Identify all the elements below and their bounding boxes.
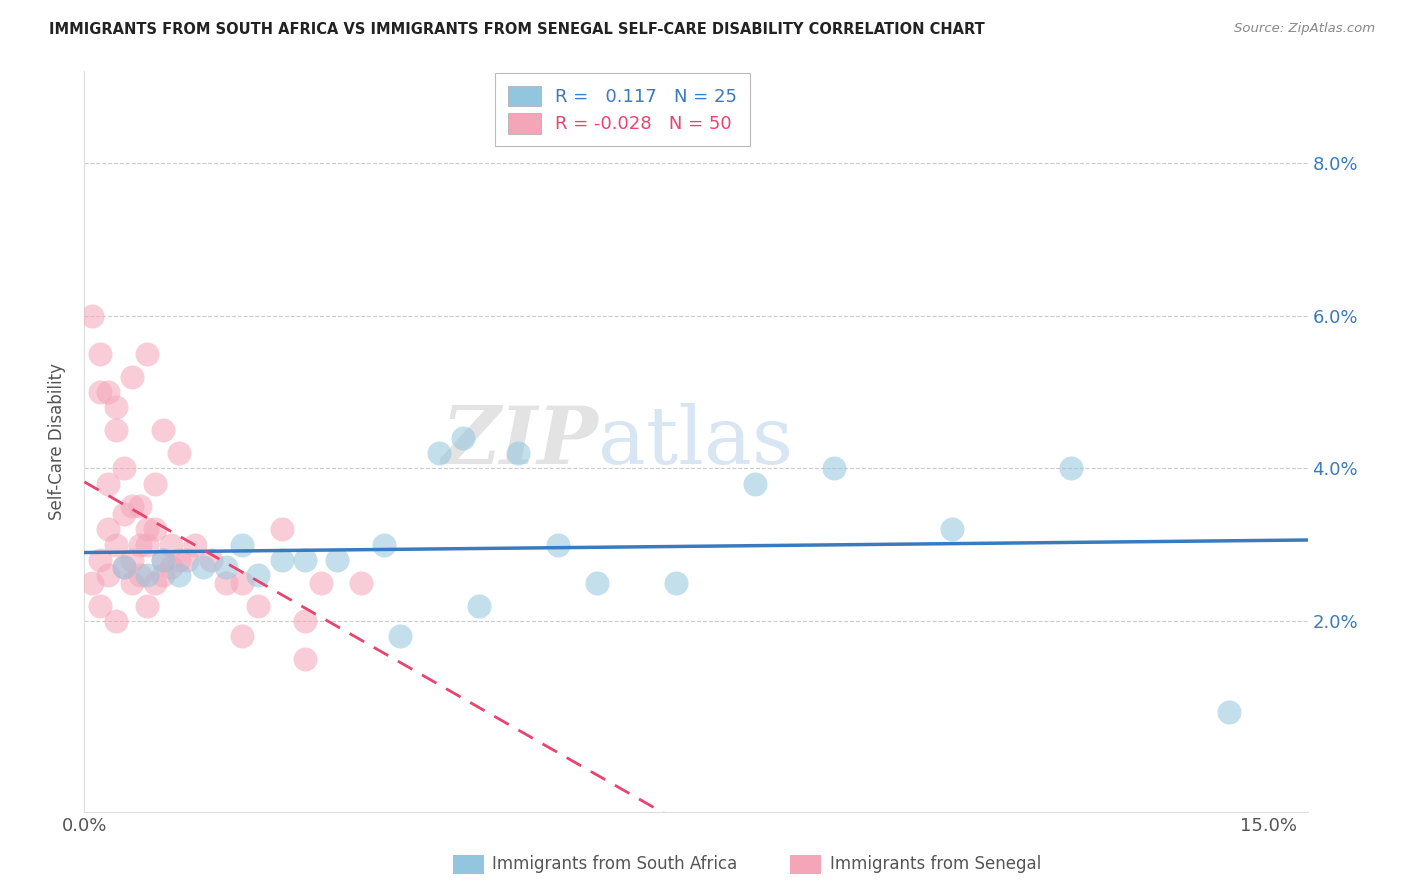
Point: [121, 553, 143, 567]
Point: [121, 369, 143, 384]
Point: [373, 538, 395, 552]
Point: [744, 476, 766, 491]
Point: [136, 522, 159, 536]
Point: [270, 553, 292, 567]
Point: [104, 400, 127, 414]
Point: [97, 476, 120, 491]
Point: [128, 538, 150, 552]
Point: [586, 575, 609, 590]
Point: [89, 384, 111, 399]
Point: [152, 423, 174, 437]
Point: [200, 553, 222, 567]
Text: IMMIGRANTS FROM SOUTH AFRICA VS IMMIGRANTS FROM SENEGAL SELF-CARE DISABILITY COR: IMMIGRANTS FROM SOUTH AFRICA VS IMMIGRAN…: [49, 22, 986, 37]
Y-axis label: Self-Care Disability: Self-Care Disability: [48, 363, 66, 520]
Point: [128, 568, 150, 582]
Point: [136, 538, 159, 552]
Point: [167, 568, 190, 582]
Point: [167, 446, 190, 460]
Point: [1060, 461, 1083, 475]
Point: [89, 599, 111, 613]
Point: [112, 560, 135, 574]
Point: [97, 568, 120, 582]
Point: [167, 553, 190, 567]
Text: Source: ZipAtlas.com: Source: ZipAtlas.com: [1234, 22, 1375, 36]
Point: [246, 568, 269, 582]
Point: [82, 309, 104, 323]
Point: [176, 553, 198, 567]
Point: [1218, 706, 1240, 720]
Point: [941, 522, 963, 536]
Point: [451, 431, 474, 445]
Point: [231, 575, 253, 590]
Point: [309, 575, 332, 590]
Point: [145, 522, 167, 536]
Point: [152, 553, 174, 567]
Point: [270, 522, 292, 536]
Point: [128, 500, 150, 514]
Point: [97, 384, 120, 399]
Point: [246, 599, 269, 613]
Point: [160, 560, 183, 574]
Point: [294, 553, 316, 567]
Bar: [453, 855, 484, 874]
Point: [136, 599, 159, 613]
Point: [104, 538, 127, 552]
Point: [97, 522, 120, 536]
Point: [112, 507, 135, 521]
Bar: [790, 855, 821, 874]
Point: [508, 446, 530, 460]
Point: [231, 538, 253, 552]
Point: [82, 575, 104, 590]
Point: [665, 575, 688, 590]
Point: [326, 553, 349, 567]
Point: [104, 614, 127, 628]
Point: [184, 538, 207, 552]
Legend: R =   0.117   N = 25, R = -0.028   N = 50: R = 0.117 N = 25, R = -0.028 N = 50: [495, 73, 749, 146]
Text: Immigrants from South Africa: Immigrants from South Africa: [492, 855, 737, 873]
Point: [294, 614, 316, 628]
Point: [294, 652, 316, 666]
Point: [160, 538, 183, 552]
Point: [121, 500, 143, 514]
Point: [231, 629, 253, 643]
Point: [823, 461, 845, 475]
Point: [89, 553, 111, 567]
Text: atlas: atlas: [598, 402, 793, 481]
Point: [349, 575, 371, 590]
Point: [215, 560, 238, 574]
Point: [121, 575, 143, 590]
Point: [145, 575, 167, 590]
Text: ZIP: ZIP: [441, 403, 598, 480]
Point: [152, 568, 174, 582]
Point: [429, 446, 451, 460]
Point: [215, 575, 238, 590]
Point: [468, 599, 491, 613]
Point: [547, 538, 569, 552]
Text: Immigrants from Senegal: Immigrants from Senegal: [830, 855, 1040, 873]
Point: [152, 553, 174, 567]
Point: [112, 461, 135, 475]
Point: [389, 629, 412, 643]
Point: [136, 347, 159, 361]
Point: [104, 423, 127, 437]
Point: [136, 568, 159, 582]
Point: [145, 476, 167, 491]
Point: [112, 560, 135, 574]
Point: [191, 560, 214, 574]
Point: [89, 347, 111, 361]
